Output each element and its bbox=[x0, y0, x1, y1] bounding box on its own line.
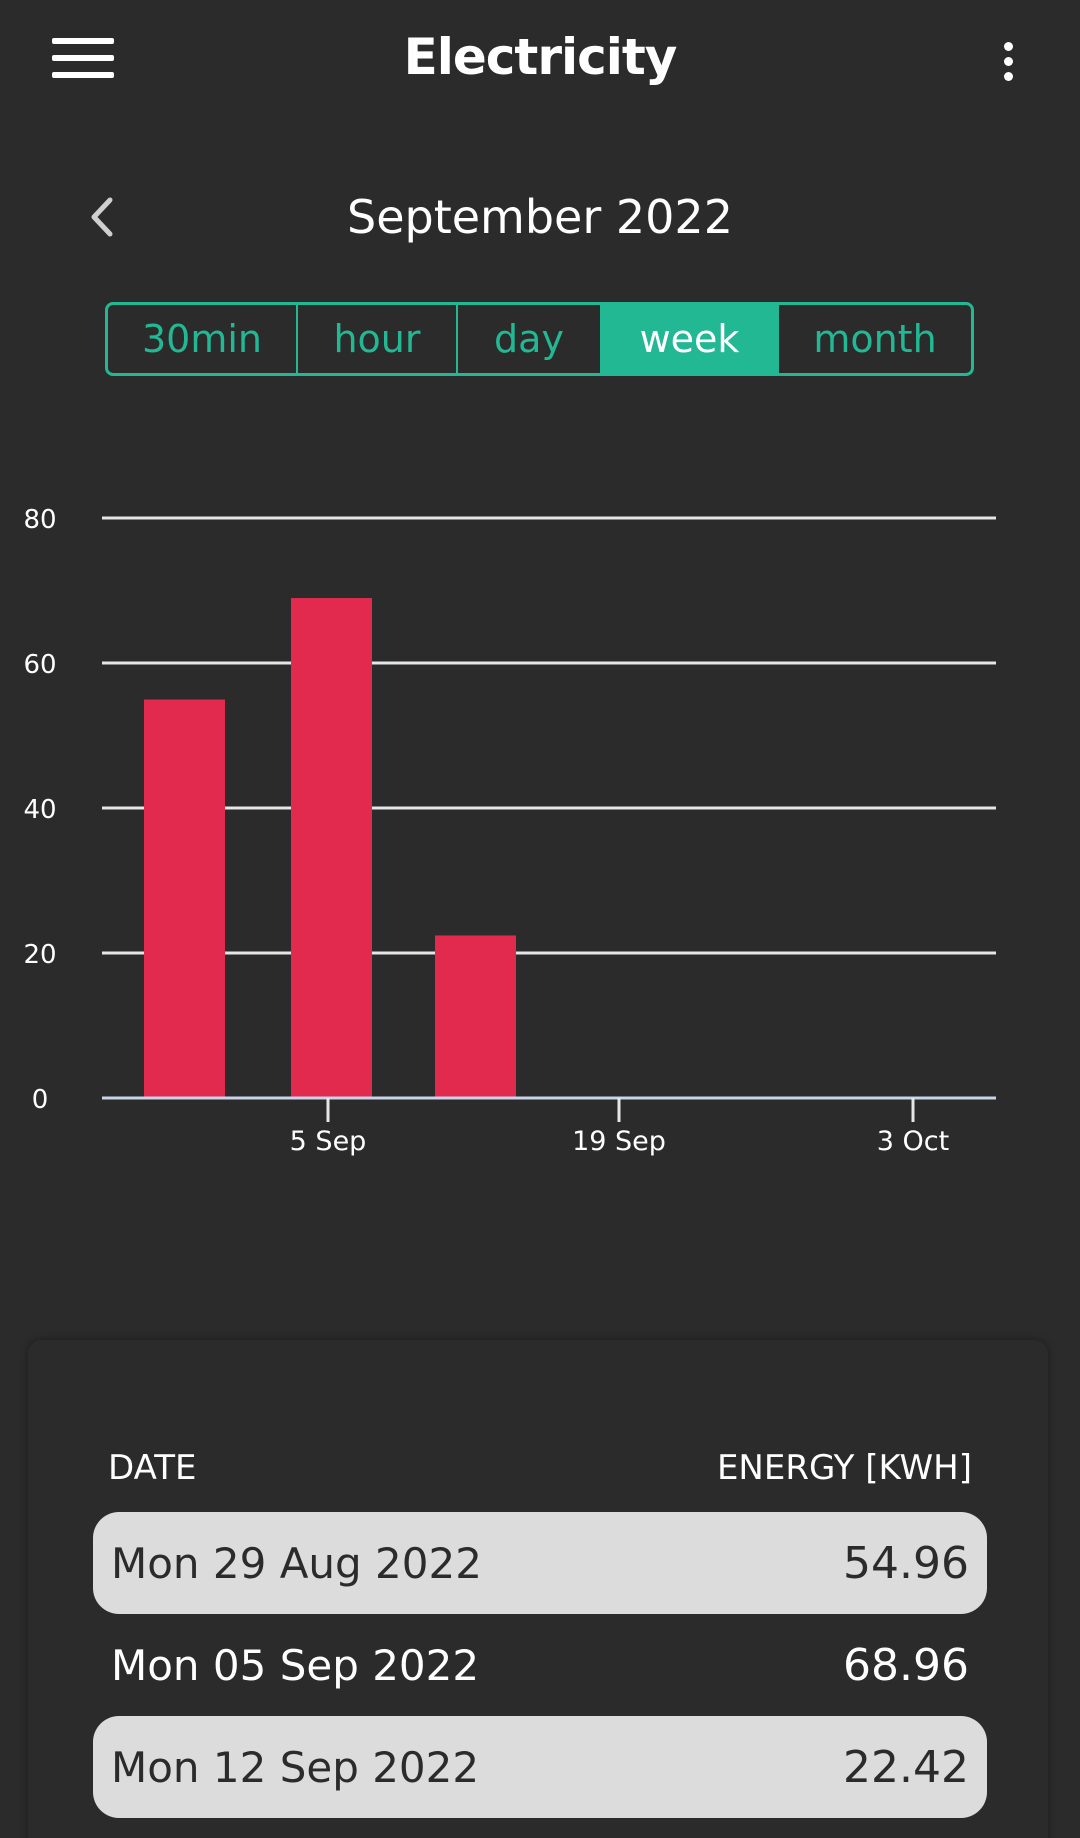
x-tick-label: 5 Sep bbox=[290, 1126, 367, 1157]
y-tick-label: 60 bbox=[23, 650, 56, 680]
segment-hour[interactable]: hour bbox=[298, 305, 458, 373]
row-date: Mon 12 Sep 2022 bbox=[111, 1742, 480, 1792]
bar bbox=[291, 598, 372, 1098]
y-tick-label: 20 bbox=[23, 940, 56, 970]
chevron-left-icon[interactable] bbox=[82, 192, 122, 242]
more-vertical-icon[interactable] bbox=[998, 42, 1018, 86]
column-header-energy: ENERGY [KWH] bbox=[716, 1448, 972, 1488]
hamburger-menu-icon[interactable] bbox=[52, 38, 114, 86]
row-energy: 22.42 bbox=[843, 1741, 969, 1793]
x-tick-label: 19 Sep bbox=[572, 1126, 666, 1157]
segment-week[interactable]: week bbox=[602, 305, 779, 373]
page-title: Electricity bbox=[403, 28, 678, 86]
row-date: Mon 29 Aug 2022 bbox=[111, 1538, 482, 1588]
row-energy: 68.96 bbox=[843, 1639, 969, 1691]
column-header-date: DATE bbox=[108, 1448, 197, 1488]
segment-month[interactable]: month bbox=[813, 317, 937, 361]
table-row[interactable]: Mon 12 Sep 2022 22.42 bbox=[93, 1716, 987, 1818]
table-row[interactable]: Mon 05 Sep 2022 68.96 bbox=[93, 1614, 987, 1716]
table-row[interactable]: Mon 29 Aug 2022 54.96 bbox=[93, 1512, 987, 1614]
segment-30min[interactable]: 30min bbox=[108, 305, 298, 373]
period-label: September 2022 bbox=[347, 190, 733, 244]
bar bbox=[435, 935, 516, 1098]
y-tick-label: 80 bbox=[23, 505, 56, 535]
row-date: Mon 05 Sep 2022 bbox=[111, 1640, 480, 1690]
bar bbox=[144, 699, 225, 1098]
row-energy: 54.96 bbox=[843, 1537, 969, 1589]
segment-day[interactable]: day bbox=[458, 305, 602, 373]
granularity-selector: 30min hour day week month bbox=[105, 302, 974, 376]
y-tick-label: 0 bbox=[32, 1085, 49, 1115]
top-app-bar: Electricity bbox=[0, 0, 1080, 125]
x-tick-label: 3 Oct bbox=[877, 1126, 949, 1157]
y-tick-label: 40 bbox=[23, 795, 56, 825]
